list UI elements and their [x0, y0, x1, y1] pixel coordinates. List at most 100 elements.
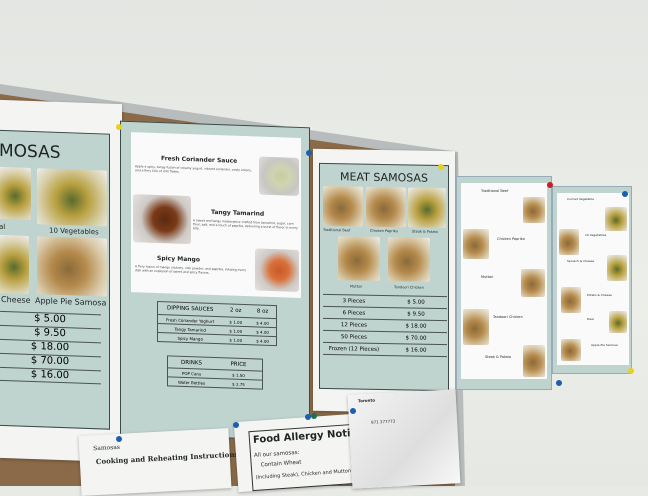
push-pin: [306, 150, 312, 156]
notice-header: Toronto: [357, 397, 376, 404]
food-photo: [408, 187, 446, 229]
sauce-photo: [259, 156, 299, 196]
food-allergy-notice: Food Allergy Notice All our samosas: Con…: [233, 413, 364, 493]
cell: 50 Pieces: [340, 333, 368, 341]
food-photo: [0, 166, 31, 220]
notice-text: 971 377773: [370, 418, 396, 425]
food-photo: [607, 255, 627, 281]
item-label: Tandoori Chicken: [493, 315, 523, 319]
poster-title: MOSAS: [0, 140, 61, 163]
cell: $ 18.00: [405, 322, 427, 330]
cell: Water Bottles: [177, 379, 206, 386]
item-label: Chicken Paprika: [370, 228, 398, 234]
cell: 6 Pieces: [342, 309, 366, 317]
cell: $ 70.00: [405, 334, 427, 342]
meat-description-poster: Traditional Beef Chicken Paprika Mutton …: [456, 176, 552, 390]
price-table: $ 5.00 $ 9.50 $ 18.00 $ 70.00 $ 16.00: [0, 310, 101, 385]
sauce-photo: [255, 248, 299, 292]
push-pin: [233, 422, 239, 428]
item-label: Steak & Potato: [412, 229, 439, 234]
sauce-desc: A sweet and tangy masterpiece crafted fr…: [193, 218, 298, 231]
cell: $ 1.50: [232, 372, 245, 378]
push-pin: [438, 164, 444, 170]
item-label: 10 Vegetables: [585, 233, 607, 237]
notice-title: Cooking and Reheating Instructions: [95, 449, 239, 467]
item-label: Traditional Beef: [481, 189, 509, 193]
food-photo: [0, 234, 29, 294]
cell: $ 5.00: [407, 298, 425, 306]
table-header: DIPPING SAUCES: [166, 305, 214, 313]
item-label: al: [0, 222, 6, 232]
item-label: Apple Pie Samosa: [35, 296, 107, 308]
item-label: Curried Vegetable: [567, 197, 594, 201]
food-photo: [388, 237, 430, 282]
push-pin: [350, 408, 356, 414]
item-label: Potato & Cheese: [587, 293, 612, 297]
push-pin: [547, 182, 553, 188]
table-row: Water Bottles $ 2.75: [168, 376, 262, 389]
cell: $ 4.00: [256, 319, 269, 326]
item-label: Mutton: [350, 284, 363, 289]
description-panel: Curried Vegetable 10 Vegetables Spinach …: [557, 193, 629, 365]
sauce-description-panel: Fresh Coriander Sauce Apple a spicy, tan…: [131, 132, 301, 299]
cell: 3 Pieces: [342, 297, 366, 305]
food-photo: [37, 236, 107, 297]
table-row: Frozen (12 Pieces) $ 16.00: [323, 341, 447, 357]
food-photo: [37, 168, 107, 227]
veg-description-poster: Curried Vegetable 10 Vegetables Spinach …: [552, 186, 632, 374]
item-label: Apple Pie Samosa: [591, 343, 618, 347]
veg-samosa-poster: MOSAS al 10 Vegetables Cheese Apple Pie …: [0, 99, 122, 463]
item-label: Steak & Potato: [485, 355, 512, 359]
table-header: 2 oz: [230, 307, 242, 314]
cell: Spicy Mango: [177, 335, 203, 342]
table-header: 8 oz: [256, 308, 269, 315]
food-photo: [561, 339, 581, 361]
sauce-desc: A fiery fusion of mango chutney, chili p…: [135, 264, 247, 275]
push-pin: [628, 368, 634, 374]
item-label: Chicken Paprika: [497, 237, 525, 241]
food-photo: [605, 207, 627, 231]
inspection-notice: Toronto 971 377773: [347, 389, 461, 489]
brand-text: Samosas: [93, 443, 121, 453]
dipping-sauces-table: DIPPING SAUCES 2 oz 8 oz Fresh Coriander Y…: [157, 300, 277, 347]
food-photo: [521, 269, 545, 297]
push-pin: [311, 413, 317, 419]
table-header: PRICE: [230, 361, 247, 368]
price: $ 16.00: [30, 368, 70, 382]
food-photo: [561, 287, 581, 313]
poster-title: MEAT SAMOSAS: [340, 170, 428, 185]
food-photo: [323, 185, 363, 227]
push-pin: [622, 191, 628, 197]
food-photo: [523, 345, 545, 377]
meat-poster-panel: MEAT SAMOSAS Traditional Beef Chicken Pa…: [319, 162, 449, 392]
cell: $ 1.00: [229, 337, 243, 343]
cell: $ 1.00: [229, 328, 243, 334]
item-label: Daal: [587, 317, 594, 321]
cell: $ 4.00: [256, 328, 269, 335]
meat-price-table: 3 Pieces $ 5.00 6 Pieces $ 9.50 12 Pieces $…: [323, 293, 447, 358]
item-label: Tandoori Chicken: [394, 285, 424, 290]
item-label: 10 Vegetables: [49, 226, 99, 237]
sauce-name: Tangy Tamarind: [211, 208, 265, 218]
cell: $ 2.75: [232, 381, 245, 387]
drinks-table: DRINKS PRICE POP Cans $ 1.50 Water Bottles…: [167, 355, 263, 390]
cell: $ 9.50: [407, 310, 425, 318]
food-photo: [366, 186, 406, 228]
food-photo: [523, 197, 545, 223]
item-label: Cheese: [1, 294, 31, 305]
sauce-photo: [133, 194, 191, 245]
meat-samosa-poster: MEAT SAMOSAS Traditional Beef Chicken Pa…: [313, 148, 455, 414]
food-photo: [463, 229, 489, 259]
push-pin: [556, 380, 562, 386]
push-pin: [116, 436, 122, 442]
cell: $ 1.00: [229, 319, 243, 325]
food-photo: [463, 309, 489, 345]
item-label: Traditional Beef: [323, 227, 351, 233]
cell: Frozen (12 Pieces): [328, 345, 380, 353]
cell: 12 Pieces: [340, 321, 368, 329]
cell: $ 16.00: [405, 346, 427, 354]
food-photo: [338, 236, 380, 281]
sauce-name: Spicy Mango: [157, 254, 200, 264]
item-label: Spinach & Cheese: [567, 259, 595, 263]
food-photo: [609, 311, 627, 333]
